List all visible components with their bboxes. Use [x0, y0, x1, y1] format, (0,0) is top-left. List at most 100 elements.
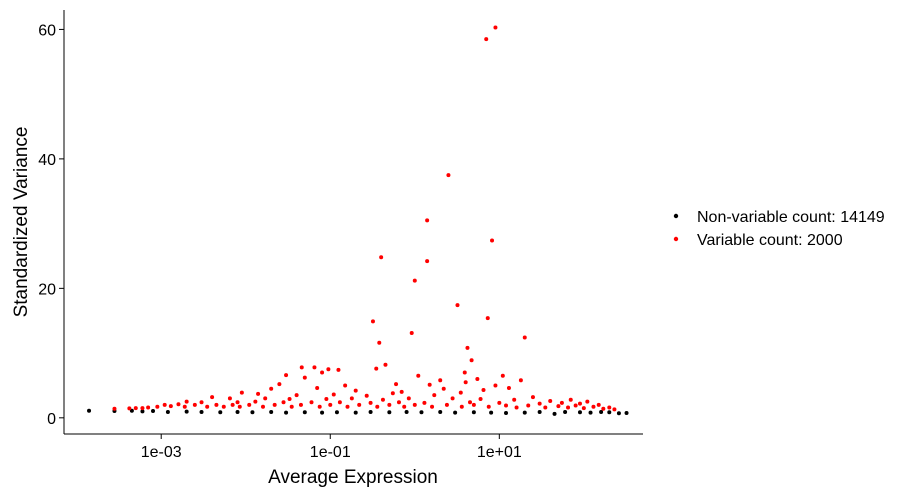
- variable-point: [402, 404, 407, 409]
- variable-point: [568, 397, 573, 402]
- variable-point: [343, 383, 348, 388]
- variable-point: [326, 367, 331, 372]
- variable-point: [458, 390, 463, 395]
- variable-point: [409, 331, 414, 336]
- y-axis-ticks: 0 20 40 60: [38, 22, 64, 428]
- variable-point: [399, 389, 404, 394]
- variable-point: [412, 278, 417, 283]
- non-variable-point: [368, 409, 373, 414]
- variable-point: [146, 405, 151, 410]
- variable-point: [277, 382, 282, 387]
- non-variable-point: [353, 410, 358, 415]
- variable-point: [432, 393, 437, 398]
- variable-point: [485, 316, 490, 321]
- variable-point: [596, 402, 601, 407]
- variable-point: [438, 378, 443, 383]
- variable-point: [239, 390, 244, 395]
- non-variable-point: [165, 409, 170, 414]
- non-variable-point: [489, 410, 494, 415]
- variable-point: [585, 399, 590, 404]
- y-axis-title: Standardized Variance: [11, 127, 32, 318]
- non-variable-point: [599, 409, 604, 414]
- legend-marker-variable: [673, 236, 679, 242]
- variable-point: [349, 396, 354, 401]
- variable-point: [284, 373, 289, 378]
- variable-point: [412, 402, 417, 407]
- variable-point: [328, 402, 333, 407]
- variable-point: [390, 391, 395, 396]
- variable-point: [227, 396, 232, 401]
- legend-label-variable: Variable count: 2000: [697, 232, 843, 249]
- variable-point: [573, 403, 578, 408]
- variable-point: [459, 404, 464, 409]
- variable-point: [471, 402, 476, 407]
- non-variable-point: [320, 410, 325, 415]
- variable-point: [427, 382, 432, 387]
- variable-point: [331, 392, 336, 397]
- variable-point: [543, 405, 548, 410]
- variable-point: [537, 401, 542, 406]
- variable-point: [205, 404, 210, 409]
- variable-point: [380, 397, 385, 402]
- variable-point: [235, 400, 240, 405]
- non-variable-point: [87, 408, 92, 413]
- variable-point: [379, 255, 384, 260]
- variable-point: [497, 400, 502, 405]
- variable-point: [512, 397, 517, 402]
- y-tick-label: 40: [38, 152, 56, 169]
- variable-point: [493, 383, 498, 388]
- variable-point: [210, 395, 215, 400]
- variable-point: [430, 404, 435, 409]
- variable-point: [383, 362, 388, 367]
- non-variable-point: [140, 409, 145, 414]
- variable-point: [530, 395, 535, 400]
- variable-point: [168, 404, 173, 409]
- non-variable-point: [269, 409, 274, 414]
- variable-point: [253, 399, 258, 404]
- variable-point: [140, 406, 145, 411]
- non-variable-point: [588, 410, 593, 415]
- non-variable-point: [284, 410, 289, 415]
- variable-point: [269, 386, 274, 391]
- variable-point: [500, 373, 505, 378]
- variable-point: [289, 404, 294, 409]
- variable-point: [490, 238, 495, 243]
- variable-point: [556, 404, 561, 409]
- variable-point: [260, 404, 265, 409]
- variable-point: [370, 319, 375, 324]
- variable-point: [416, 373, 421, 378]
- non-variable-point: [250, 410, 255, 415]
- x-tick-label: 1e+01: [477, 444, 522, 461]
- y-tick-label: 60: [38, 22, 56, 39]
- variable-point: [298, 402, 303, 407]
- variable-point: [302, 375, 307, 380]
- variable-point: [345, 404, 350, 409]
- variable-points: [112, 25, 617, 412]
- variable-point: [396, 400, 401, 405]
- variable-point: [155, 404, 160, 409]
- variable-point: [518, 378, 523, 383]
- variable-point: [493, 25, 498, 30]
- non-variable-point: [453, 410, 458, 415]
- variable-point: [133, 406, 138, 411]
- variable-point: [184, 399, 189, 404]
- x-axis-ticks: 1e-03 1e-01 1e+01: [141, 434, 522, 461]
- variable-point: [294, 393, 299, 398]
- variable-point: [406, 396, 411, 401]
- variable-point: [481, 387, 486, 392]
- variable-point: [441, 386, 446, 391]
- variable-point: [478, 397, 483, 402]
- variable-point: [548, 398, 553, 403]
- variable-point: [199, 400, 204, 405]
- variable-point: [221, 404, 226, 409]
- variable-point: [337, 400, 342, 405]
- variable-point: [287, 397, 292, 402]
- non-variable-point: [607, 410, 612, 415]
- non-variable-point: [419, 410, 424, 415]
- y-tick-label: 0: [47, 411, 56, 428]
- variable-point: [450, 396, 455, 401]
- variable-point: [425, 218, 430, 223]
- variable-point: [601, 406, 606, 411]
- non-variable-point: [235, 409, 240, 414]
- variable-point: [368, 400, 373, 405]
